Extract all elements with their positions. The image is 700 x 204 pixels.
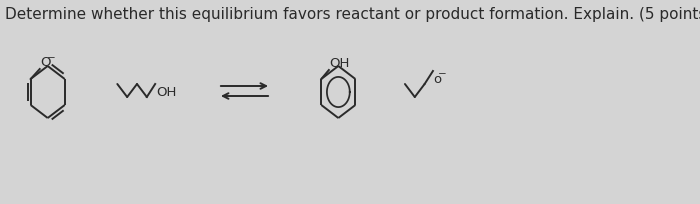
Text: Determine whether this equilibrium favors reactant or product formation. Explain: Determine whether this equilibrium favor…	[6, 7, 700, 22]
Text: o: o	[434, 73, 442, 86]
Text: OH: OH	[156, 86, 176, 99]
Text: −: −	[46, 53, 55, 63]
Text: −: −	[438, 69, 447, 79]
Text: O: O	[41, 56, 51, 69]
Text: OH: OH	[330, 57, 350, 70]
